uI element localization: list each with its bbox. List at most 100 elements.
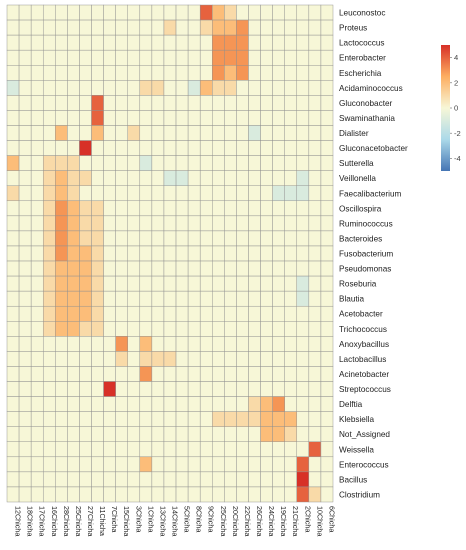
heatmap-cell [163, 140, 177, 156]
heatmap-cell [296, 381, 310, 397]
heatmap-cell [248, 95, 261, 111]
heatmap-cell [18, 49, 32, 66]
heatmap-cell [67, 486, 80, 503]
column-label: 9Chicha [207, 506, 216, 532]
heatmap-cell [55, 486, 68, 503]
heatmap-cell [224, 321, 237, 337]
heatmap-cell [115, 140, 128, 156]
heatmap-cell [224, 230, 237, 247]
heatmap-cell [18, 95, 32, 111]
heatmap-cell [308, 486, 322, 503]
heatmap-cell [272, 34, 285, 51]
heatmap-cell [224, 170, 237, 186]
legend-tick-label: 0 [454, 104, 458, 113]
heatmap-cell [139, 336, 153, 352]
heatmap-cell [127, 170, 141, 186]
row-label: Enterobacter [339, 54, 386, 63]
heatmap-cell [67, 140, 80, 156]
heatmap-cell [260, 426, 273, 442]
heatmap-cell [199, 366, 213, 382]
heatmap-cell [55, 275, 68, 292]
heatmap-cell [224, 441, 237, 458]
heatmap-cell [79, 366, 92, 382]
heatmap-cell [42, 185, 56, 202]
heatmap-cell [175, 396, 189, 412]
heatmap-cell [30, 245, 44, 262]
heatmap-cell [236, 456, 249, 473]
heatmap-cell [30, 305, 44, 322]
heatmap-cell [212, 49, 225, 66]
heatmap-cell [163, 441, 177, 458]
heatmap-cell [151, 275, 165, 292]
heatmap-cell [6, 200, 20, 217]
heatmap-cell [91, 19, 104, 36]
heatmap-cell [151, 80, 165, 96]
row-label: Bacillus [339, 475, 367, 484]
row-label: Not_Assigned [339, 430, 390, 439]
heatmap-cell [42, 426, 56, 442]
heatmap-cell [42, 19, 56, 36]
heatmap-cell [163, 34, 177, 51]
heatmap-cell [260, 185, 273, 202]
heatmap-cell [248, 185, 261, 202]
row-label: Leuconostoc [339, 9, 385, 18]
heatmap-cell [248, 155, 261, 171]
heatmap-cell [272, 486, 285, 503]
heatmap-cell [187, 49, 201, 66]
heatmap-cell [151, 49, 165, 66]
heatmap-cell [199, 65, 213, 81]
heatmap-cell [163, 471, 177, 488]
heatmap-cell [151, 185, 165, 202]
heatmap-cell [55, 49, 68, 66]
heatmap-cell [79, 215, 92, 232]
heatmap-cell [236, 200, 249, 217]
heatmap-cell [284, 381, 297, 397]
heatmap-cell [127, 321, 141, 337]
heatmap-cell [67, 411, 80, 427]
heatmap-cell [127, 396, 141, 412]
heatmap-cell [320, 65, 334, 81]
heatmap-cell [151, 125, 165, 141]
heatmap-cell [308, 471, 322, 488]
heatmap-cell [6, 95, 20, 111]
heatmap-cell [199, 351, 213, 367]
heatmap-cell [212, 80, 225, 96]
heatmap-cell [18, 486, 32, 503]
heatmap-cell [139, 200, 153, 217]
heatmap-cell [18, 396, 32, 412]
heatmap-cell [248, 290, 261, 307]
heatmap-cell [115, 396, 128, 412]
heatmap-cell [115, 110, 128, 126]
heatmap-cell [284, 245, 297, 262]
heatmap-cell [163, 49, 177, 66]
heatmap-cell [187, 336, 201, 352]
heatmap-cell [103, 95, 116, 111]
heatmap-cell [115, 275, 128, 292]
heatmap-cell [284, 125, 297, 141]
heatmap-cell [6, 426, 20, 442]
heatmap-cell [91, 230, 104, 247]
heatmap-cell [212, 305, 225, 322]
heatmap-cell [248, 336, 261, 352]
heatmap-cell [139, 80, 153, 96]
heatmap-cell [284, 366, 297, 382]
heatmap-cell [6, 396, 20, 412]
heatmap-cell [67, 366, 80, 382]
heatmap-cell [163, 125, 177, 141]
heatmap-cell [199, 336, 213, 352]
heatmap-cell [127, 366, 141, 382]
heatmap-cell [139, 95, 153, 111]
heatmap-cell [103, 456, 116, 473]
heatmap-cell [308, 215, 322, 232]
heatmap-cell [42, 125, 56, 141]
heatmap-cell [248, 215, 261, 232]
heatmap-cell [296, 456, 310, 473]
heatmap-cell [199, 140, 213, 156]
row-label: Escherichia [339, 69, 382, 78]
heatmap-cell [248, 381, 261, 397]
heatmap-cell [55, 19, 68, 36]
heatmap-cell [272, 19, 285, 36]
heatmap-cell [236, 4, 249, 21]
heatmap-cell [6, 155, 20, 171]
heatmap-cell [42, 245, 56, 262]
